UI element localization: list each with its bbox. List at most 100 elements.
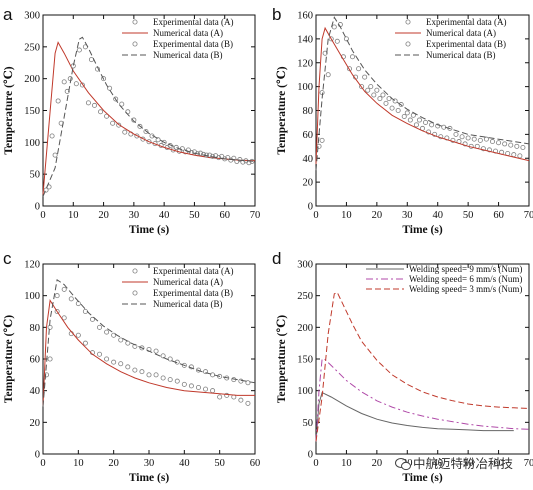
data-point (188, 383, 194, 389)
data-point (97, 324, 103, 330)
y-tick-label: 80 (303, 106, 314, 117)
data-point (153, 372, 159, 378)
data-point (43, 187, 49, 193)
legend-marker (132, 268, 138, 274)
x-tick-label: 40 (432, 210, 443, 221)
legend-label: Experimental data (A) (153, 266, 233, 276)
data-point (111, 332, 117, 338)
data-point (331, 24, 337, 30)
data-point (245, 400, 251, 406)
x-tick-label: 20 (372, 210, 383, 221)
data-point (167, 377, 173, 383)
series-line (42, 36, 256, 197)
y-tick-label: 300 (24, 11, 40, 22)
series-line (315, 358, 530, 442)
data-point (398, 102, 404, 108)
y-tick-label: 20 (30, 418, 41, 429)
series-line (315, 391, 514, 442)
data-point (416, 117, 422, 123)
x-tick-label: 60 (250, 458, 261, 469)
data-point (480, 146, 486, 152)
data-point (91, 102, 97, 108)
data-point (346, 66, 352, 72)
data-point (160, 375, 166, 381)
data-point (61, 79, 67, 85)
data-point (98, 109, 104, 115)
x-tick-label: 20 (98, 210, 109, 221)
y-tick-label: 0 (308, 450, 313, 461)
data-point (365, 87, 371, 93)
y-tick-label: 100 (24, 138, 40, 149)
y-tick-label: 300 (297, 260, 313, 271)
data-point (383, 100, 389, 106)
x-tick-label: 50 (189, 210, 200, 221)
data-point (520, 145, 526, 151)
y-tick-label: 200 (24, 74, 40, 85)
data-point (61, 315, 67, 321)
x-tick-label: 10 (341, 210, 352, 221)
data-point (137, 123, 143, 129)
legend-label: Numerical data (B) (153, 50, 222, 60)
data-point (139, 345, 145, 351)
y-tick-label: 0 (35, 202, 40, 213)
y-tick-label: 80 (30, 323, 41, 334)
legend-marker (132, 290, 138, 296)
y-tick-label: 20 (303, 178, 314, 189)
data-point (392, 98, 398, 104)
y-tick-label: 60 (30, 355, 41, 366)
data-point (119, 101, 125, 107)
y-tick-label: 140 (297, 34, 313, 45)
data-point (343, 36, 349, 42)
data-point (132, 367, 138, 373)
watermark-text: 中航迈特粉冶科技 (413, 456, 514, 471)
data-point (511, 152, 517, 158)
y-tick-label: 100 (24, 291, 40, 302)
x-tick-label: 30 (129, 210, 140, 221)
data-point (161, 139, 167, 145)
x-tick-label: 10 (341, 458, 352, 469)
x-tick-label: 0 (40, 210, 45, 221)
y-tick-label: 40 (303, 154, 314, 165)
series-line (42, 41, 256, 195)
data-point (88, 57, 94, 63)
data-point (401, 113, 407, 119)
x-tick-label: 0 (40, 458, 45, 469)
data-point (371, 92, 377, 98)
data-point (146, 372, 152, 378)
data-point (132, 343, 138, 349)
data-point (502, 141, 508, 147)
data-point (104, 356, 110, 362)
data-point (181, 362, 187, 368)
data-point (334, 38, 340, 44)
data-point (359, 84, 365, 90)
data-point (61, 286, 67, 292)
legend-marker (132, 41, 138, 47)
data-point (191, 149, 197, 155)
data-point (64, 88, 70, 94)
data-point (110, 120, 116, 126)
y-tick-label: 150 (297, 355, 313, 366)
data-point (508, 142, 514, 148)
data-point (104, 113, 110, 119)
data-point (55, 98, 61, 104)
x-tick-label: 20 (108, 458, 119, 469)
y-tick-label: 100 (297, 386, 313, 397)
data-point (462, 141, 468, 147)
data-point (350, 54, 356, 60)
data-point (125, 340, 131, 346)
x-tick-label: 50 (463, 210, 474, 221)
data-point (89, 316, 95, 322)
data-point (125, 364, 131, 370)
data-point (54, 293, 60, 299)
legend-label: Numerical data (A) (153, 277, 223, 287)
legend-label: Experimental data (A) (426, 17, 506, 27)
legend-label: Welding speed= 6 mm/s (Num) (409, 274, 522, 284)
x-tick-label: 70 (524, 210, 533, 221)
y-tick-label: 200 (297, 323, 313, 334)
series-line (42, 298, 255, 407)
data-point (210, 372, 216, 378)
data-point (52, 152, 58, 158)
data-point (195, 384, 201, 390)
